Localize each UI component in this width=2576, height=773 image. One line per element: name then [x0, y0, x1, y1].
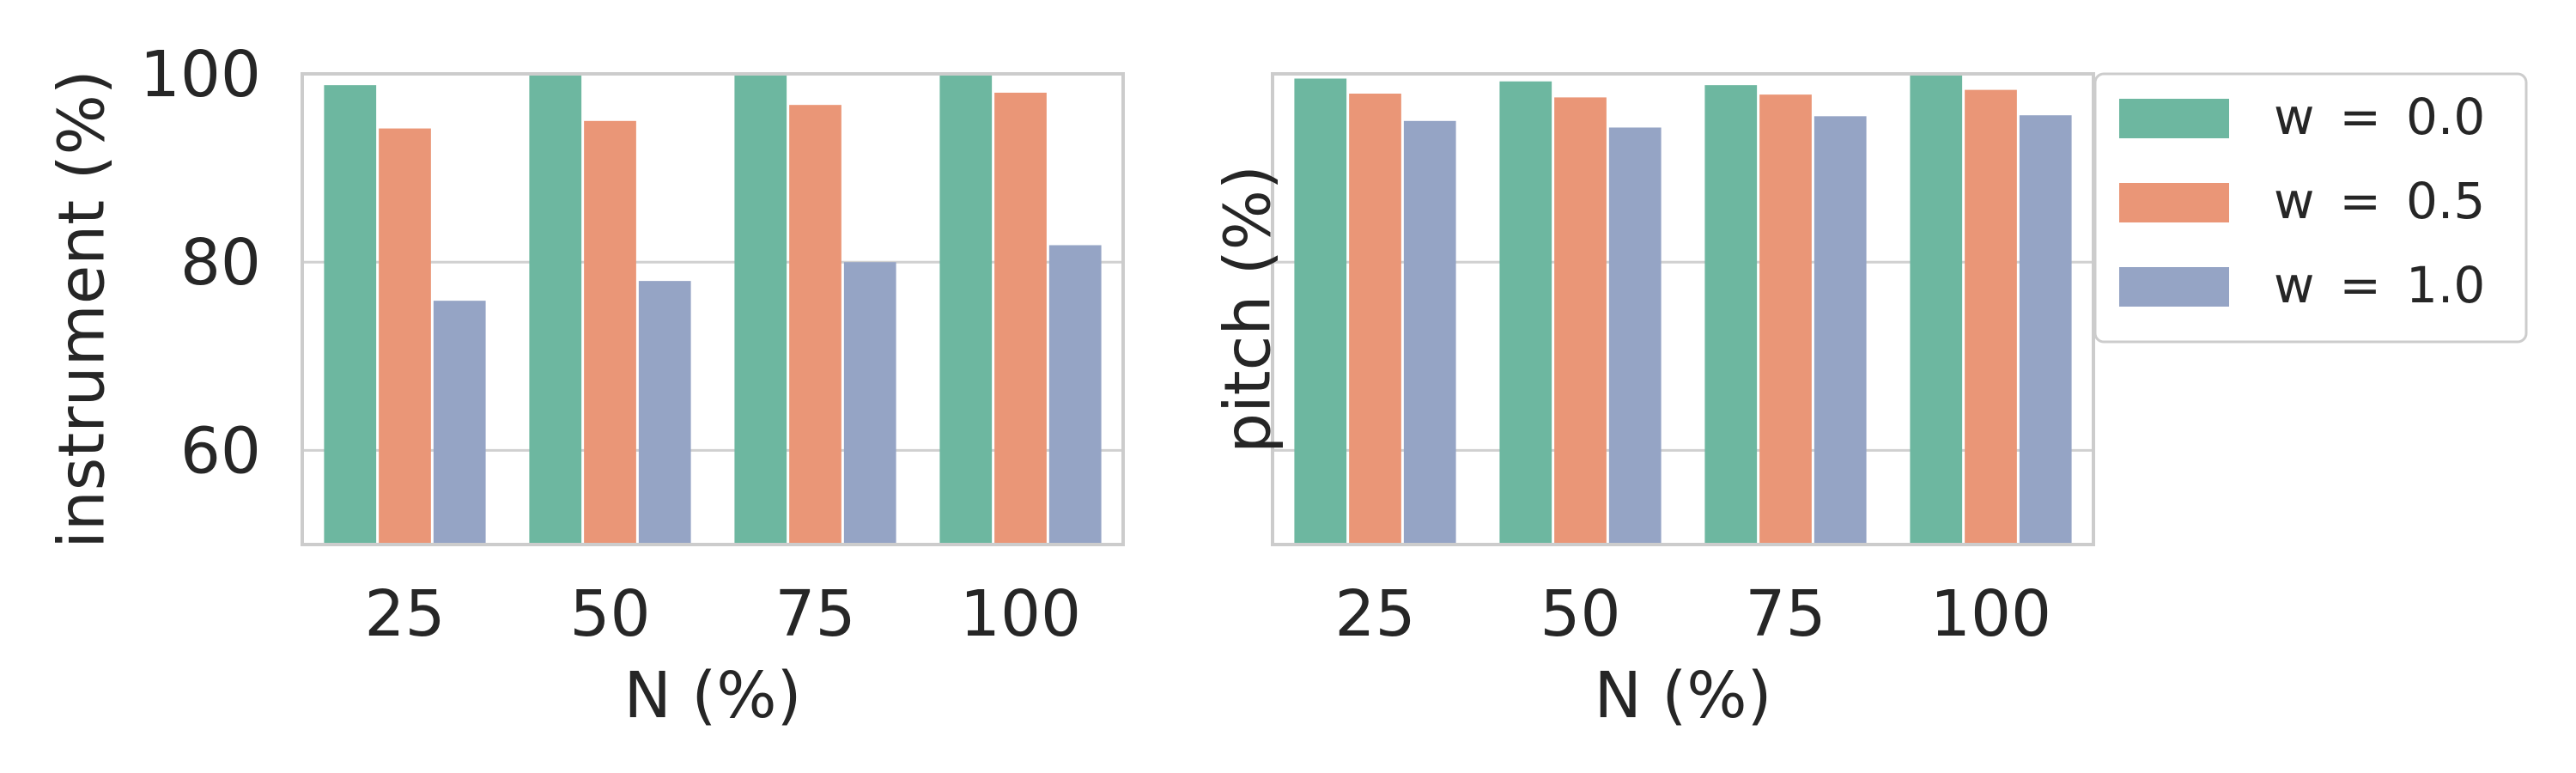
bar	[638, 281, 691, 545]
x-tick-label: 100	[960, 577, 1081, 651]
bar	[1704, 85, 1758, 545]
bar	[1608, 127, 1662, 545]
bar	[1759, 94, 1812, 545]
plots-layer: 25 50 75 100 60 80 100 N (%) instrument (%) 25 50 7…	[46, 38, 2095, 733]
chart-panel-1: 25 50 75 100 60 80 100 N (%) instrument (%)	[46, 38, 1125, 733]
x-axis-label: N (%)	[1595, 659, 1772, 733]
bar	[324, 85, 377, 545]
y-tick-label: 80	[180, 226, 261, 300]
x-tick-label: 100	[1930, 577, 2051, 651]
bar	[1349, 94, 1401, 545]
bar	[1554, 97, 1607, 545]
legend-swatch	[2119, 99, 2229, 138]
x-tick-label: 25	[1334, 577, 1415, 651]
legend: w = 0.0 w = 0.5 w = 1.0	[2093, 72, 2528, 344]
bar	[1965, 89, 2017, 545]
bar	[1403, 120, 1456, 545]
bar	[529, 74, 582, 545]
bar	[789, 105, 841, 545]
y-tick-label: 60	[180, 414, 261, 488]
legend-swatch	[2119, 183, 2229, 222]
axes-frame	[301, 72, 1125, 546]
y-axis-label: instrument (%)	[46, 70, 119, 548]
legend-swatch	[2119, 267, 2229, 307]
bar	[2019, 115, 2072, 545]
x-tick-label: 25	[364, 577, 445, 651]
y-tick-label: 100	[140, 38, 261, 112]
x-tick-label: 75	[775, 577, 855, 651]
legend-entry: w = 1.0	[2274, 256, 2485, 314]
x-axis-label: N (%)	[624, 659, 802, 733]
legend-entry: w = 0.5	[2274, 172, 2485, 230]
bar	[994, 92, 1047, 545]
bar	[843, 262, 896, 545]
bar	[433, 301, 486, 545]
bar	[1814, 116, 1867, 545]
chart-panel-2: 25 50 75 100 N (%) pitch (%)	[1212, 72, 2095, 733]
bar	[1499, 81, 1552, 545]
bar	[939, 74, 993, 545]
axes-frame	[1271, 72, 2095, 546]
bar	[379, 128, 431, 545]
bar	[1910, 74, 1963, 545]
y-axis-label: pitch (%)	[1212, 165, 1285, 453]
bar	[734, 74, 787, 545]
x-tick-label: 75	[1745, 577, 1826, 651]
bar	[584, 120, 636, 545]
x-tick-label: 50	[1540, 577, 1620, 651]
bar	[1048, 245, 1102, 545]
x-tick-label: 50	[569, 577, 650, 651]
legend-entry: w = 0.0	[2274, 88, 2485, 146]
bar	[1294, 78, 1347, 545]
